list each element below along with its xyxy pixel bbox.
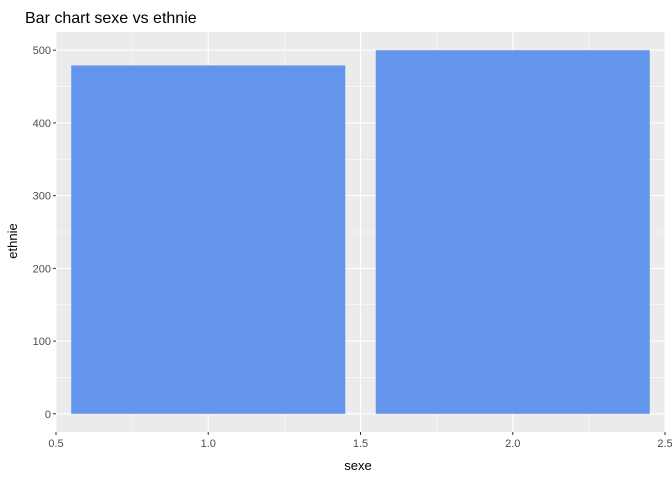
chart-title: Bar chart sexe vs ethnie: [25, 10, 197, 27]
x-tick-label: 1.5: [353, 438, 368, 450]
x-tick-label: 0.5: [48, 438, 63, 450]
x-tick-label: 1.0: [201, 438, 216, 450]
y-tick-label: 300: [33, 191, 51, 203]
y-tick-label: 400: [33, 118, 51, 130]
x-axis-title: sexe: [344, 458, 371, 473]
y-tick-label: 500: [33, 45, 51, 57]
bar-1: [71, 65, 346, 414]
y-tick-label: 100: [33, 336, 51, 348]
x-axis-ticks: 0.5 1.0 1.5 2.0 2.5: [48, 432, 672, 450]
x-tick-label: 2.5: [657, 438, 672, 450]
y-tick-label: 200: [33, 263, 51, 275]
bars: [71, 50, 650, 414]
x-tick-label: 2.0: [505, 438, 520, 450]
y-tick-label: 0: [45, 409, 51, 421]
bar-2: [375, 50, 650, 414]
y-axis-ticks: 0 100 200 300 400 500: [33, 45, 56, 421]
y-axis-title: ethnie: [5, 223, 20, 258]
